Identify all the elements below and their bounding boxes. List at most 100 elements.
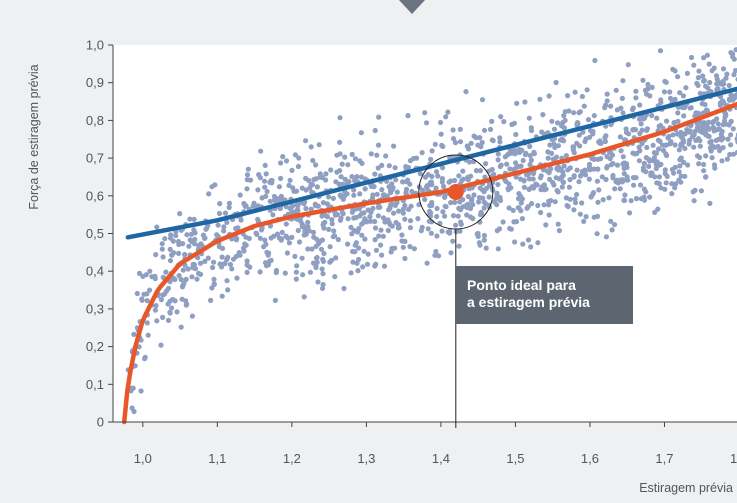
top-pointer-triangle bbox=[399, 0, 425, 14]
callout-ideal-point: Ponto ideal para a estiragem prévia bbox=[455, 266, 633, 324]
scatter-point bbox=[564, 153, 569, 158]
scatter-point bbox=[645, 82, 650, 87]
scatter-point bbox=[374, 248, 379, 253]
scatter-point bbox=[177, 211, 182, 216]
scatter-point bbox=[535, 240, 540, 245]
scatter-point bbox=[633, 89, 638, 94]
scatter-point bbox=[210, 265, 215, 270]
x-tick-label: 1,8 bbox=[730, 451, 737, 466]
scatter-point bbox=[705, 133, 710, 138]
scatter-point bbox=[578, 212, 583, 217]
scatter-point bbox=[484, 246, 489, 251]
scatter-point bbox=[592, 113, 597, 118]
scatter-point bbox=[504, 162, 509, 167]
scatter-point bbox=[602, 105, 607, 110]
scatter-point bbox=[159, 297, 164, 302]
scatter-point bbox=[192, 217, 197, 222]
scatter-point bbox=[402, 256, 407, 261]
scatter-point bbox=[444, 204, 449, 209]
scatter-point bbox=[387, 163, 392, 168]
scatter-point bbox=[695, 127, 700, 132]
scatter-point bbox=[402, 217, 407, 222]
scatter-point bbox=[326, 227, 331, 232]
x-tick-label: 1,5 bbox=[506, 451, 524, 466]
scatter-point bbox=[408, 218, 413, 223]
scatter-point bbox=[217, 211, 222, 216]
scatter-point bbox=[718, 100, 723, 105]
scatter-point bbox=[376, 233, 381, 238]
scatter-point bbox=[646, 164, 651, 169]
scatter-point bbox=[463, 89, 468, 94]
scatter-point bbox=[294, 263, 299, 268]
scatter-point bbox=[439, 132, 444, 137]
scatter-point bbox=[221, 224, 226, 229]
scatter-point bbox=[701, 162, 706, 167]
scatter-point bbox=[681, 93, 686, 98]
scatter-point bbox=[618, 134, 623, 139]
scatter-point bbox=[714, 138, 719, 143]
scatter-point bbox=[351, 193, 356, 198]
scatter-point bbox=[325, 201, 330, 206]
scatter-point bbox=[471, 192, 476, 197]
scatter-point bbox=[514, 165, 519, 170]
scatter-point bbox=[429, 179, 434, 184]
scatter-point bbox=[548, 198, 553, 203]
scatter-point bbox=[131, 409, 136, 414]
scatter-point bbox=[566, 108, 571, 113]
scatter-point bbox=[512, 239, 517, 244]
scatter-point bbox=[351, 215, 356, 220]
scatter-point bbox=[457, 199, 462, 204]
scatter-point bbox=[506, 181, 511, 186]
scatter-point bbox=[300, 256, 305, 261]
x-axis-title: Estiragem prévia bbox=[639, 481, 733, 495]
scatter-point bbox=[654, 166, 659, 171]
scatter-point bbox=[401, 245, 406, 250]
scatter-point bbox=[620, 78, 625, 83]
scatter-point bbox=[350, 152, 355, 157]
scatter-point bbox=[697, 155, 702, 160]
scatter-point bbox=[374, 153, 379, 158]
scatter-point bbox=[563, 118, 568, 123]
scatter-point bbox=[691, 145, 696, 150]
scatter-point bbox=[296, 228, 301, 233]
scatter-point bbox=[220, 262, 225, 267]
scatter-point bbox=[728, 93, 733, 98]
scatter-point bbox=[700, 73, 705, 78]
scatter-point bbox=[160, 241, 165, 246]
scatter-point bbox=[529, 158, 534, 163]
scatter-point bbox=[220, 255, 225, 260]
scatter-point bbox=[725, 137, 730, 142]
scatter-point bbox=[477, 240, 482, 245]
scatter-point bbox=[237, 250, 242, 255]
scatter-point bbox=[495, 182, 500, 187]
callout-line-2: a estiragem prévia bbox=[467, 294, 633, 311]
scatter-point bbox=[507, 166, 512, 171]
scatter-point bbox=[316, 241, 321, 246]
scatter-point bbox=[435, 173, 440, 178]
y-tick-label: 1,0 bbox=[86, 38, 104, 53]
scatter-point bbox=[405, 113, 410, 118]
scatter-point bbox=[556, 167, 561, 172]
scatter-point bbox=[559, 123, 564, 128]
scatter-point bbox=[719, 158, 724, 163]
scatter-point bbox=[190, 314, 195, 319]
scatter-point bbox=[245, 258, 250, 263]
scatter-point bbox=[571, 110, 576, 115]
scatter-point bbox=[669, 191, 674, 196]
scatter-point bbox=[302, 294, 307, 299]
scatter-point bbox=[608, 104, 613, 109]
scatter-point bbox=[571, 207, 576, 212]
scatter-point bbox=[390, 224, 395, 229]
scatter-point bbox=[696, 161, 701, 166]
scatter-point bbox=[315, 255, 320, 260]
scatter-point bbox=[439, 143, 444, 148]
scatter-point bbox=[566, 204, 571, 209]
scatter-point bbox=[543, 222, 548, 227]
scatter-point bbox=[277, 235, 282, 240]
scatter-point bbox=[710, 68, 715, 73]
scatter-point bbox=[466, 146, 471, 151]
scatter-point bbox=[369, 184, 374, 189]
scatter-point bbox=[356, 226, 361, 231]
scatter-point bbox=[728, 142, 733, 147]
